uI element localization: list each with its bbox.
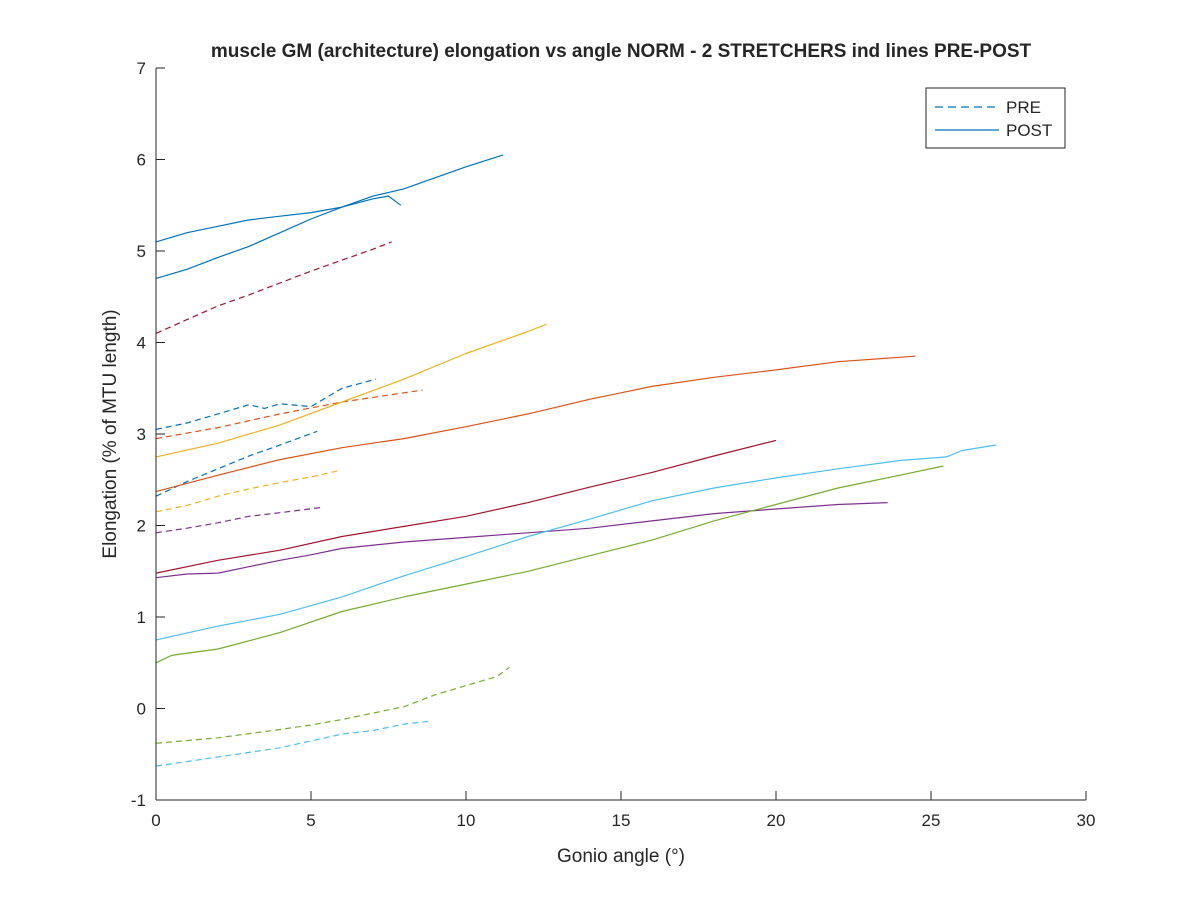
x-axis-label: Gonio angle (°) [557,846,685,867]
series-line-pre-9 [155,506,324,534]
series-line-pre-11 [155,666,510,744]
series-line-post-4 [155,154,504,279]
y-tick-label: 0 [137,700,146,719]
x-tick-label: 20 [767,811,786,830]
series-line-post-10 [155,502,888,579]
y-tick-label: 1 [137,608,146,627]
series-line-post-14 [155,444,997,641]
series-line-post-15 [155,439,777,574]
series-line-pre-16 [155,241,392,334]
x-tick-label: 0 [151,811,160,830]
legend: PRE POST [925,87,1066,149]
series-line-post-8 [155,323,547,458]
series-line-post-6 [155,355,916,493]
legend-label-pre: PRE [1006,98,1041,117]
y-tick-label: 5 [137,242,146,261]
chart-title: muscle GM (architecture) elongation vs a… [211,41,1032,62]
y-tick-label: 4 [137,334,146,353]
y-tick-label: -1 [131,791,146,810]
series-line-post-12 [155,465,944,664]
plot-area [156,68,1086,800]
x-tick-label: 25 [922,811,941,830]
series-line-pre-2 [155,430,318,497]
y-tick-label: 3 [137,425,146,444]
series-line-pre-13 [155,720,429,767]
axes: 0 5 10 15 20 25 30 -1 0 1 2 3 4 5 6 7 [131,59,1096,830]
series-line-pre-5 [155,389,423,440]
legend-label-post: POST [1006,121,1052,140]
y-tick-label: 6 [137,151,146,170]
series-line-post-3 [155,195,402,243]
legend-box [925,87,1066,149]
y-tick-label: 2 [137,517,146,536]
x-tick-label: 15 [612,811,631,830]
series-line-pre-7 [155,470,340,513]
series-layer [155,154,997,767]
y-axis-label: Elongation (% of MTU length) [100,309,121,558]
x-tick-label: 30 [1077,811,1096,830]
x-tick-label: 10 [457,811,476,830]
series-line-pre-1 [155,378,377,430]
x-tick-label: 5 [306,811,315,830]
y-tick-label: 7 [137,59,146,78]
